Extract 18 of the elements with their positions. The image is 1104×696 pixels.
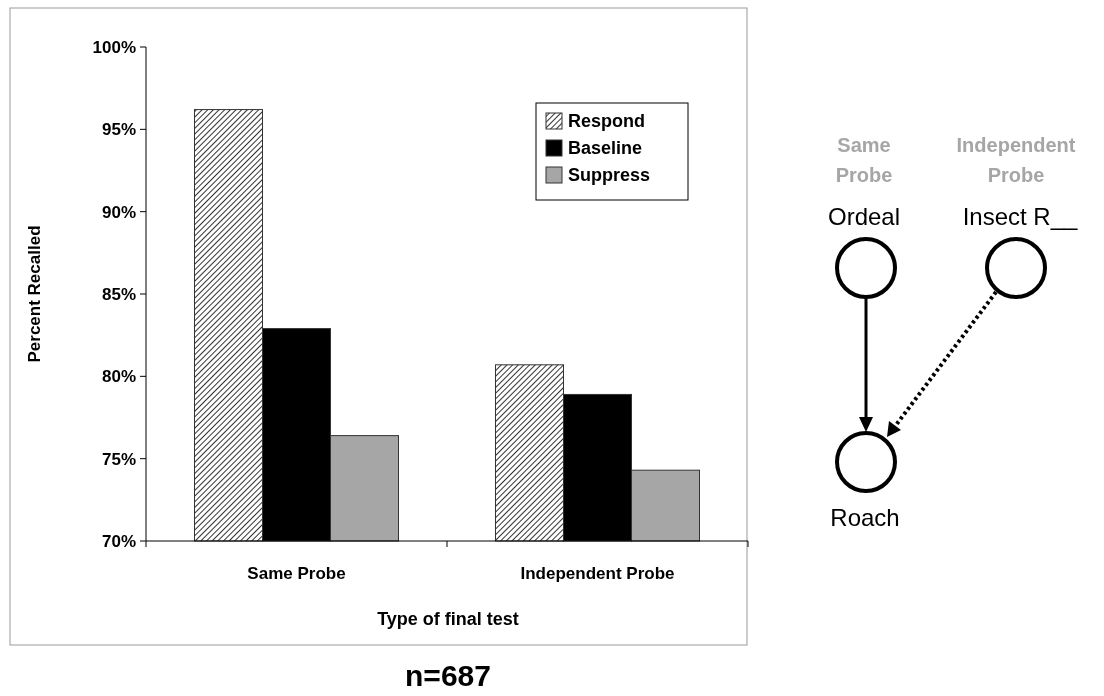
text: Same Probe	[835, 134, 893, 186]
y-tick-label: 70%	[101, 531, 136, 551]
text: Roach	[830, 504, 900, 531]
y-axis-title: Percent Recalled	[25, 225, 44, 363]
x-axis-title: Type of final test	[377, 609, 519, 629]
text: n=687	[405, 659, 491, 692]
legend-label: Suppress	[568, 165, 651, 186]
legend-label: Respond	[568, 111, 646, 132]
y-tick-label: 75%	[101, 449, 136, 469]
y-tick-label: 80%	[101, 367, 136, 387]
legend-label: Baseline	[568, 138, 643, 159]
text: Independent Probe	[956, 134, 1076, 186]
y-tick-label: 95%	[101, 120, 136, 140]
text: Insect R__	[962, 203, 1079, 230]
y-tick-label: 85%	[101, 284, 136, 304]
text: Ordeal	[827, 203, 901, 230]
y-tick-label: 100%	[92, 37, 136, 57]
y-tick-label: 90%	[101, 202, 136, 222]
